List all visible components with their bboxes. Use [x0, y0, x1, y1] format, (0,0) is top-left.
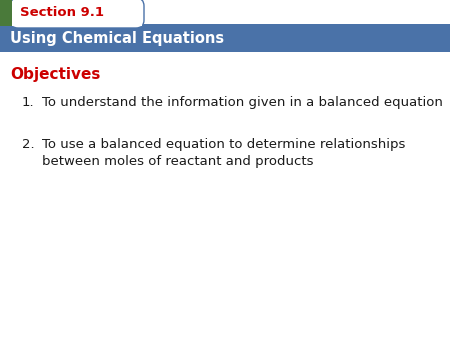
- Text: Using Chemical Equations: Using Chemical Equations: [10, 30, 224, 46]
- Text: Section 9.1: Section 9.1: [20, 6, 104, 20]
- Text: To understand the information given in a balanced equation: To understand the information given in a…: [42, 96, 443, 109]
- Bar: [0, 0, 12, 26]
- Text: To use a balanced equation to determine relationships
between moles of reactant : To use a balanced equation to determine …: [42, 138, 405, 169]
- Text: 1.: 1.: [22, 96, 35, 109]
- FancyBboxPatch shape: [10, 0, 144, 28]
- Text: 2.: 2.: [22, 138, 35, 151]
- Bar: [0, 24, 450, 52]
- Bar: [12, 20, 142, 26]
- Text: Objectives: Objectives: [10, 67, 100, 81]
